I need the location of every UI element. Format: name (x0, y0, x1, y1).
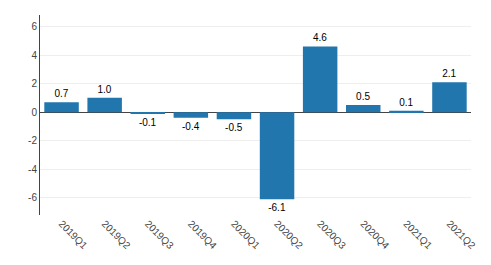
svg-text:2.1: 2.1 (442, 68, 456, 79)
svg-text:-4: -4 (28, 164, 37, 175)
svg-text:2021Q1: 2021Q1 (401, 218, 434, 251)
svg-text:0.1: 0.1 (399, 97, 413, 108)
svg-text:2020Q3: 2020Q3 (315, 218, 348, 251)
svg-text:2019Q1: 2019Q1 (57, 218, 90, 251)
svg-text:4.6: 4.6 (313, 32, 327, 43)
svg-text:2019Q3: 2019Q3 (143, 218, 176, 251)
svg-text:-0.5: -0.5 (225, 122, 243, 133)
svg-text:-0.1: -0.1 (139, 117, 157, 128)
svg-text:-2: -2 (28, 135, 37, 146)
svg-text:2020Q4: 2020Q4 (358, 218, 391, 251)
svg-text:6: 6 (31, 21, 37, 32)
svg-text:2020Q1: 2020Q1 (229, 218, 262, 251)
svg-text:2: 2 (31, 78, 37, 89)
svg-text:1.0: 1.0 (97, 84, 111, 95)
svg-text:-6.1: -6.1 (268, 202, 286, 213)
svg-text:0.5: 0.5 (356, 91, 370, 102)
svg-text:0: 0 (31, 107, 37, 118)
svg-text:2020Q2: 2020Q2 (272, 218, 305, 251)
svg-text:-6: -6 (28, 192, 37, 203)
svg-text:0.7: 0.7 (54, 88, 68, 99)
svg-text:2019Q4: 2019Q4 (186, 218, 219, 251)
svg-text:2021Q2: 2021Q2 (445, 218, 478, 251)
svg-text:-0.4: -0.4 (182, 121, 200, 132)
svg-text:2019Q2: 2019Q2 (100, 218, 133, 251)
svg-text:4: 4 (31, 50, 37, 61)
